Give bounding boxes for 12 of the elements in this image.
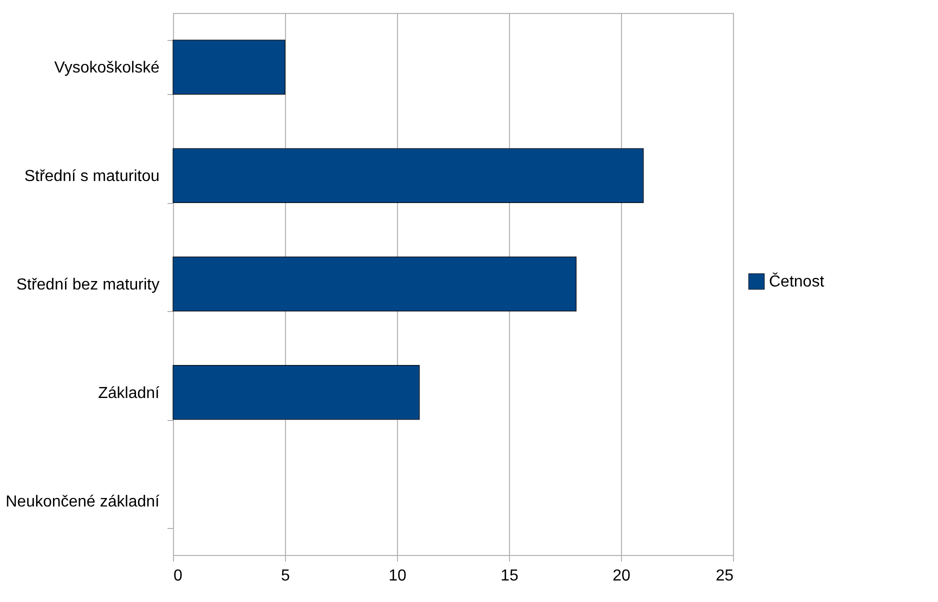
x-tick-label: 25 [716,568,734,584]
x-tick-label: 10 [388,568,406,584]
x-tick-label: 20 [612,568,630,584]
y-tick-label: Neukončené základní [6,493,160,510]
legend-label: Četnost [769,272,825,290]
x-tick-label: 15 [500,568,518,584]
y-tick-label: Střední bez maturity [16,276,160,294]
y-tick-label: Vysokoškolské [54,60,160,77]
y-tick-label: Střední s maturitou [24,168,160,186]
x-tick-label: 0 [174,568,182,584]
y-tick-label: Základní [98,384,160,402]
x-tick-label: 5 [281,568,290,584]
